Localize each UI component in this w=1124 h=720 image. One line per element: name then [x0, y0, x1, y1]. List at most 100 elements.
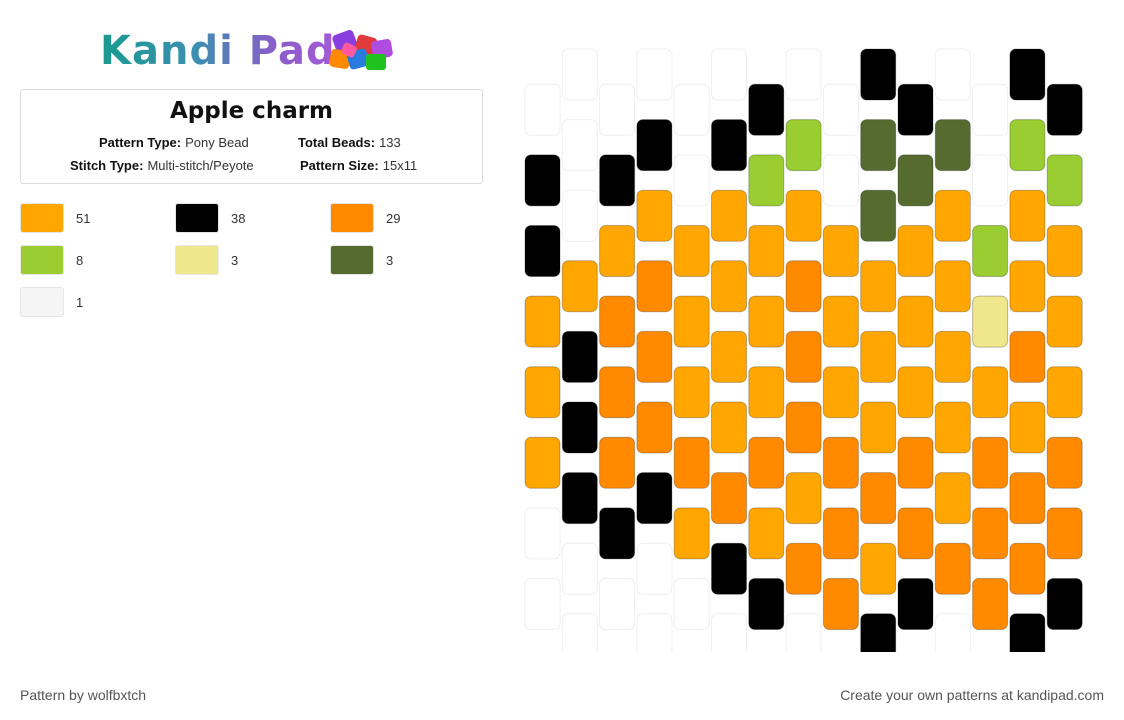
- bead: [785, 401, 822, 454]
- bead: [673, 295, 710, 348]
- empty-bead: [561, 189, 598, 242]
- empty-bead: [636, 542, 673, 595]
- bead: [711, 330, 747, 383]
- bead: [1046, 154, 1083, 207]
- swatch-item[interactable]: 3: [175, 244, 238, 276]
- pattern-title: Apple charm: [169, 98, 334, 124]
- bead: [599, 225, 636, 277]
- empty-bead: [785, 48, 822, 101]
- bead: [636, 119, 673, 172]
- bead: [1009, 401, 1046, 454]
- empty-bead: [972, 83, 1009, 136]
- bead: [934, 119, 971, 172]
- bead: [711, 119, 747, 172]
- bead: [1009, 48, 1046, 101]
- bead: [897, 83, 934, 136]
- bead: [1009, 260, 1046, 313]
- bead: [1046, 578, 1083, 630]
- bead: [860, 48, 897, 101]
- bead-pile-icon: [329, 29, 393, 70]
- bead: [785, 260, 822, 313]
- swatch-color-chip: [20, 245, 64, 275]
- empty-bead: [673, 154, 710, 207]
- bead: [748, 154, 785, 207]
- empty-bead: [524, 507, 561, 560]
- kandipad-link[interactable]: Create your own patterns at kandipad.com: [840, 687, 1104, 703]
- pattern-info-card: Apple charm Pattern Type: Pony Bead Total…: [20, 89, 483, 184]
- bead: [822, 295, 859, 348]
- empty-bead: [822, 83, 859, 136]
- bead: [822, 436, 859, 489]
- bead: [897, 295, 934, 348]
- bead: [1009, 330, 1046, 383]
- bead: [673, 225, 710, 277]
- bead: [860, 542, 897, 595]
- bead: [636, 401, 673, 454]
- pattern-type-row: Pattern Type: Pony Bead: [99, 135, 249, 150]
- bead: [636, 472, 673, 525]
- bead: [934, 401, 971, 454]
- bead: [897, 507, 934, 560]
- bead: [897, 154, 934, 207]
- bead: [1046, 436, 1083, 489]
- bead: [561, 330, 598, 383]
- empty-bead: [636, 613, 673, 652]
- bead: [822, 225, 859, 277]
- bead: [934, 472, 971, 525]
- swatch-color-chip: [20, 287, 64, 317]
- swatch-item[interactable]: 29: [330, 202, 400, 234]
- empty-bead: [934, 48, 971, 101]
- swatch-item[interactable]: 8: [20, 244, 83, 276]
- empty-bead: [972, 154, 1009, 207]
- bead: [1046, 295, 1083, 348]
- swatch-count: 1: [76, 294, 84, 310]
- swatch-item[interactable]: 3: [330, 244, 393, 276]
- bead: [897, 225, 934, 277]
- bead: [785, 472, 822, 525]
- kandi-pad-logo[interactable]: Kandi Pad: [100, 26, 410, 76]
- empty-bead: [524, 83, 561, 136]
- pattern-type-label: Pattern Type:: [99, 135, 182, 150]
- empty-bead: [673, 578, 710, 630]
- total-beads-label: Total Beads:: [298, 135, 376, 150]
- bead: [748, 83, 785, 136]
- bead: [1009, 472, 1046, 525]
- bead: [524, 154, 561, 207]
- bead: [524, 366, 561, 419]
- bead: [822, 366, 859, 419]
- bead: [711, 189, 747, 242]
- bead: [860, 119, 897, 172]
- bead: [785, 542, 822, 595]
- swatch-item[interactable]: 1: [20, 286, 83, 318]
- bead: [972, 295, 1009, 348]
- bead: [711, 401, 747, 454]
- empty-bead: [785, 613, 822, 652]
- bead: [1009, 119, 1046, 172]
- bead: [860, 330, 897, 383]
- bead: [711, 472, 747, 525]
- bead: [822, 507, 859, 560]
- empty-bead: [934, 613, 971, 652]
- empty-bead: [599, 83, 636, 136]
- empty-bead: [561, 48, 598, 101]
- color-palette: 51 38 29 8 3 3 1: [20, 202, 500, 332]
- bead: [673, 366, 710, 419]
- bead: [711, 260, 747, 313]
- swatch-count: 3: [386, 252, 394, 268]
- bead: [934, 260, 971, 313]
- bead: [972, 225, 1009, 277]
- bead: [860, 472, 897, 525]
- empty-bead: [561, 613, 598, 652]
- swatch-item[interactable]: 38: [175, 202, 245, 234]
- swatch-count: 29: [386, 210, 401, 226]
- bead: [785, 330, 822, 383]
- empty-bead: [561, 542, 598, 595]
- bead: [748, 436, 785, 489]
- swatch-item[interactable]: 51: [20, 202, 90, 234]
- swatch-color-chip: [20, 203, 64, 233]
- bead: [636, 260, 673, 313]
- author-credit: Pattern by wolfbxtch: [20, 687, 147, 703]
- bead: [897, 436, 934, 489]
- empty-bead: [673, 83, 710, 136]
- bead: [599, 154, 636, 207]
